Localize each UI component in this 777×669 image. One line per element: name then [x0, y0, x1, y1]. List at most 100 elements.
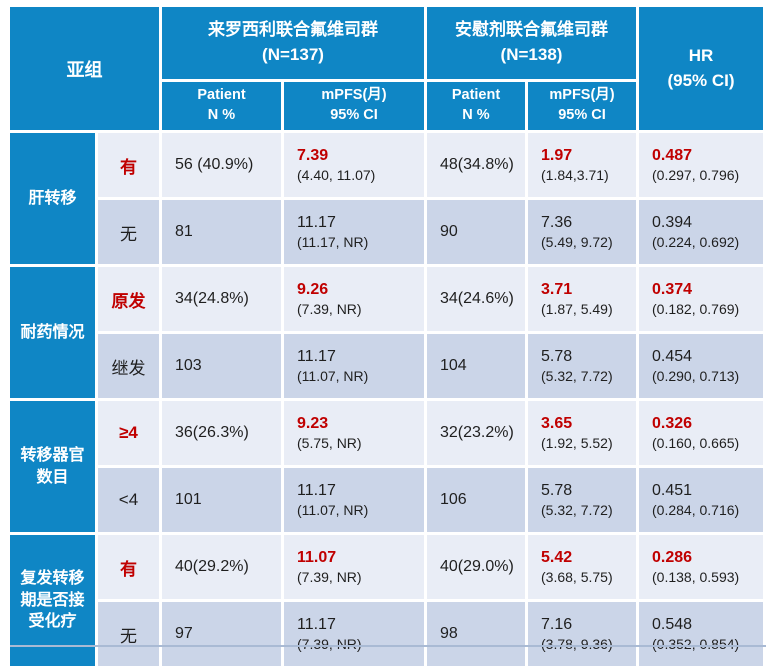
mpfs-ci-value: (1.87, 5.49): [541, 300, 613, 317]
arm2-patient-n-cell: 48(34.8%): [427, 133, 525, 197]
arm2-mpfs-cell: 7.36 (5.49, 9.72): [528, 200, 636, 264]
arm2-n: (N=138): [500, 45, 563, 64]
arm2-patient-n-cell: 106: [427, 468, 525, 532]
arm1-patient-n-cell: 103: [162, 334, 281, 398]
group-label-resistance-type: 耐药情况: [10, 267, 95, 398]
arm2-mpfs-cell: 5.78 (5.32, 7.72): [528, 334, 636, 398]
arm1-patient-n-cell: 40(29.2%): [162, 535, 281, 599]
mpfs-ci-label: 95% CI: [558, 107, 606, 123]
arm2-mpfs-cell: 3.71 (1.87, 5.49): [528, 267, 636, 331]
header-arm2-mpfs: mPFS(月) 95% CI: [528, 82, 636, 130]
arm2-patient-n-cell: 34(24.6%): [427, 267, 525, 331]
subgroup-cell: 无: [98, 200, 159, 264]
mpfs-value: 3.71: [541, 280, 573, 298]
arm1-title: 来罗西利联合氟维司群: [208, 20, 378, 40]
hr-value: 0.286: [652, 548, 693, 566]
patient-n-label: N %: [207, 107, 236, 123]
hr-cell: 0.326 (0.160, 0.665): [639, 401, 763, 465]
arm2-patient-n-cell: 98: [427, 602, 525, 666]
mpfs-ci-value: (11.07, NR): [297, 367, 369, 384]
hr-value: 0.374: [652, 280, 693, 298]
mpfs-ci-value: (7.39, NR): [297, 635, 362, 652]
arm2-patient-n-cell: 40(29.0%): [427, 535, 525, 599]
mpfs-value: 7.39: [297, 146, 329, 164]
arm1-mpfs-cell: 11.07 (7.39, NR): [284, 535, 424, 599]
hr-cell: 0.548 (0.352, 0.854): [639, 602, 763, 666]
hr-ci-label: (95% CI): [667, 70, 735, 90]
subgroup-cell: 有: [98, 133, 159, 197]
mpfs-value: 5.78: [541, 481, 573, 499]
mpfs-value: 11.17: [297, 347, 336, 365]
arm1-mpfs-cell: 7.39 (4.40, 11.07): [284, 133, 424, 197]
patient-n-label: N %: [462, 107, 490, 123]
mpfs-ci-value: (4.40, 11.07): [297, 166, 376, 183]
header-subgroup: 亚组: [10, 7, 159, 130]
header-arm1-patient: Patient N %: [162, 82, 281, 130]
arm1-mpfs-cell: 11.17 (7.39, NR): [284, 602, 424, 666]
arm2-patient-n-cell: 104: [427, 334, 525, 398]
hr-cell: 0.374 (0.182, 0.769): [639, 267, 763, 331]
arm1-patient-n-cell: 36(26.3%): [162, 401, 281, 465]
arm1-mpfs-cell: 11.17 (11.17, NR): [284, 200, 424, 264]
mpfs-value: 9.23: [297, 414, 329, 432]
arm1-mpfs-cell: 9.26 (7.39, NR): [284, 267, 424, 331]
hr-value: 0.487: [652, 146, 693, 164]
hr-cell: 0.451 (0.284, 0.716): [639, 468, 763, 532]
subgroup-cell: 无: [98, 602, 159, 666]
hr-ci-value: (0.352, 0.854): [652, 635, 740, 652]
hr-cell: 0.487 (0.297, 0.796): [639, 133, 763, 197]
hr-ci-value: (0.182, 0.769): [652, 300, 740, 317]
mpfs-ci-label: 95% CI: [330, 107, 378, 123]
mpfs-ci-value: (3.68, 5.75): [541, 568, 613, 585]
mpfs-value: 11.07: [297, 548, 337, 566]
hr-value: 0.451: [652, 481, 693, 499]
arm1-patient-n-cell: 34(24.8%): [162, 267, 281, 331]
header-hr: HR (95% CI): [639, 7, 763, 130]
arm1-n: (N=137): [262, 45, 324, 64]
subgroup-analysis-table: 亚组 来罗西利联合氟维司群 (N=137) 安慰剂联合氟维司群 (N=138) …: [7, 4, 766, 669]
mpfs-value: 11.17: [297, 481, 336, 499]
hr-cell: 0.394 (0.224, 0.692): [639, 200, 763, 264]
group-label-prior-chemo-for-recurrence: 复发转移期是否接受化疗: [10, 535, 95, 666]
arm1-patient-n-cell: 97: [162, 602, 281, 666]
mpfs-ci-value: (1.92, 5.52): [541, 434, 613, 451]
mpfs-value: 5.78: [541, 347, 573, 365]
mpfs-ci-value: (7.39, NR): [297, 568, 362, 585]
hr-ci-value: (0.224, 0.692): [652, 233, 740, 250]
mpfs-value: 7.36: [541, 213, 573, 231]
table-bottom-border: [10, 645, 766, 647]
mpfs-value: 9.26: [297, 280, 329, 298]
arm2-patient-n-cell: 90: [427, 200, 525, 264]
mpfs-ci-value: (11.07, NR): [297, 501, 369, 518]
hr-value: 0.454: [652, 347, 693, 365]
mpfs-ci-value: (11.17, NR): [297, 233, 369, 250]
hr-ci-value: (0.290, 0.713): [652, 367, 740, 384]
subgroup-cell: <4: [98, 468, 159, 532]
mpfs-value: 11.17: [297, 615, 336, 633]
hr-label: HR: [688, 45, 714, 65]
mpfs-ci-value: (5.32, 7.72): [541, 367, 613, 384]
arm1-mpfs-cell: 11.17 (11.07, NR): [284, 468, 424, 532]
arm2-mpfs-cell: 5.42 (3.68, 5.75): [528, 535, 636, 599]
mpfs-ci-value: (5.32, 7.72): [541, 501, 613, 518]
hr-ci-value: (0.138, 0.593): [652, 568, 740, 585]
arm2-mpfs-cell: 7.16 (3.78, 9.36): [528, 602, 636, 666]
mpfs-value: 1.97: [541, 146, 573, 164]
group-label-liver-metastasis: 肝转移: [10, 133, 95, 264]
arm1-mpfs-cell: 9.23 (5.75, NR): [284, 401, 424, 465]
patient-label: Patient: [197, 87, 246, 104]
mpfs-ci-value: (1.84,3.71): [541, 166, 609, 183]
mpfs-ci-value: (7.39, NR): [297, 300, 362, 317]
arm1-patient-n-cell: 101: [162, 468, 281, 532]
mpfs-value: 5.42: [541, 548, 573, 566]
hr-ci-value: (0.160, 0.665): [652, 434, 740, 451]
arm1-patient-n-cell: 81: [162, 200, 281, 264]
arm2-mpfs-cell: 5.78 (5.32, 7.72): [528, 468, 636, 532]
mpfs-label: mPFS(月): [549, 87, 615, 104]
arm2-title: 安慰剂联合氟维司群: [455, 20, 608, 40]
hr-cell: 0.454 (0.290, 0.713): [639, 334, 763, 398]
mpfs-value: 3.65: [541, 414, 573, 432]
arm2-patient-n-cell: 32(23.2%): [427, 401, 525, 465]
subgroup-cell: 继发: [98, 334, 159, 398]
header-arm2-patient: Patient N %: [427, 82, 525, 130]
